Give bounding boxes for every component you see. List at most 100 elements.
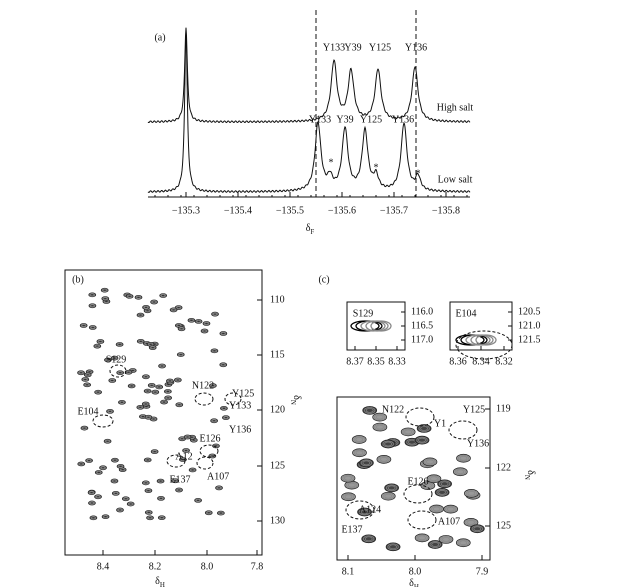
symbol: δ — [155, 576, 160, 587]
contour — [95, 344, 100, 348]
contour — [145, 510, 152, 515]
contour — [78, 370, 85, 375]
contour — [365, 408, 374, 413]
contour — [157, 479, 164, 483]
contour — [145, 309, 150, 313]
contour — [111, 479, 118, 483]
contour — [138, 313, 143, 317]
contour — [427, 540, 443, 549]
contour — [342, 474, 354, 482]
y-axis-label: δN — [523, 470, 535, 480]
contour — [119, 400, 125, 404]
contour — [152, 300, 157, 304]
text: N122 — [382, 404, 404, 415]
contour — [166, 379, 173, 383]
contour — [107, 409, 113, 414]
spectrum-low — [147, 32, 471, 194]
contour — [456, 469, 465, 475]
contour — [123, 497, 128, 501]
contour — [212, 312, 219, 316]
text: A12 — [175, 451, 192, 462]
text: A124 — [359, 504, 381, 515]
contour — [344, 475, 352, 481]
contour — [218, 511, 223, 515]
contour — [430, 476, 438, 482]
contour — [358, 508, 371, 516]
contour — [422, 457, 438, 467]
contour — [171, 308, 176, 312]
text: 7.8 — [251, 561, 264, 572]
contour — [86, 459, 92, 462]
contour — [81, 324, 86, 327]
contour — [126, 370, 131, 374]
contour — [438, 490, 446, 495]
contour — [153, 390, 158, 394]
contour — [143, 402, 148, 406]
contour — [128, 502, 133, 506]
dashed-circle — [405, 407, 435, 427]
contour — [204, 322, 209, 325]
contour — [211, 348, 218, 353]
frame — [336, 396, 491, 561]
contour — [102, 288, 107, 292]
text: Low salt — [438, 174, 473, 185]
contour — [357, 507, 372, 517]
contour — [195, 498, 202, 503]
contour — [152, 390, 159, 394]
contour — [387, 543, 399, 551]
contour — [195, 319, 202, 324]
contour — [384, 483, 399, 493]
text: (a) — [154, 32, 165, 43]
contour — [385, 542, 401, 552]
contour — [220, 362, 227, 367]
contour — [100, 465, 107, 470]
contour — [104, 358, 111, 362]
contour — [146, 511, 151, 514]
contour — [96, 390, 101, 394]
contour — [464, 489, 479, 498]
contour — [173, 479, 178, 483]
contour — [145, 415, 152, 420]
contour — [160, 293, 167, 298]
dashed-circle — [199, 444, 219, 458]
contour — [176, 488, 183, 492]
contour — [434, 488, 450, 497]
contour — [359, 458, 374, 468]
contour — [126, 294, 133, 299]
contour — [465, 490, 477, 497]
contour — [172, 478, 179, 483]
contour — [143, 375, 149, 379]
contour — [439, 480, 451, 488]
contour — [90, 326, 95, 329]
text: Y136 — [229, 424, 251, 435]
contour — [374, 413, 386, 421]
text: E137 — [169, 474, 190, 485]
text: Y39 — [336, 114, 353, 125]
contour — [196, 320, 201, 323]
contour — [82, 426, 87, 430]
contour — [147, 516, 153, 520]
contour — [380, 457, 388, 462]
contour — [420, 426, 428, 431]
text: 115 — [270, 349, 285, 360]
contour — [176, 402, 183, 407]
contour — [177, 352, 184, 357]
contour — [414, 435, 430, 445]
text: 121.5 — [518, 334, 541, 345]
contour — [179, 327, 184, 331]
dashed-circle — [407, 510, 437, 530]
contour — [360, 459, 372, 467]
asterisk: * — [329, 157, 334, 168]
text: Y125 — [360, 114, 382, 125]
contour — [167, 379, 172, 383]
asterisk: * — [416, 168, 421, 179]
contour — [147, 515, 154, 520]
spectrum-high — [147, 27, 471, 124]
contour — [161, 294, 166, 297]
subscript: F — [310, 228, 314, 236]
text: 122 — [496, 462, 511, 473]
text: Y1 — [434, 418, 446, 429]
contour — [82, 377, 89, 382]
contour — [112, 491, 119, 496]
